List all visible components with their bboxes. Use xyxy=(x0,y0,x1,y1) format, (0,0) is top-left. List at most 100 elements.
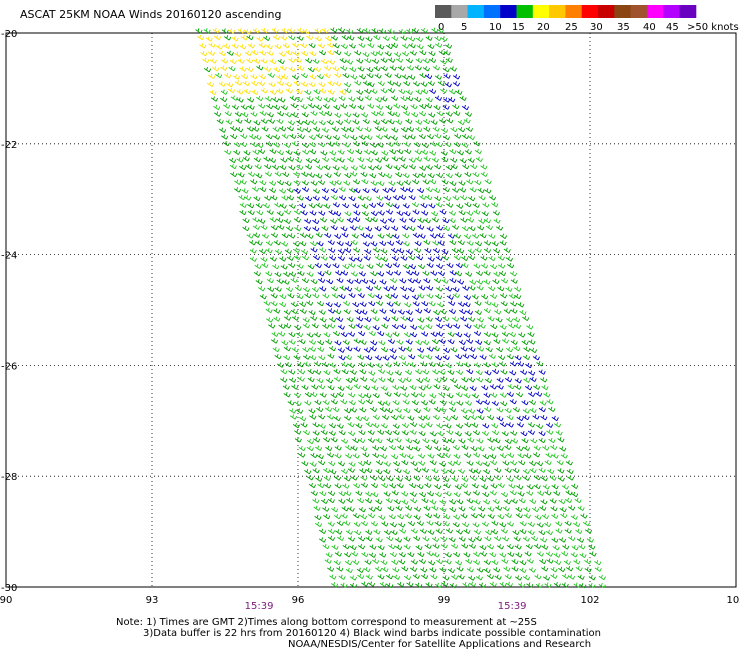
wind-barb xyxy=(346,278,354,284)
wind-barb xyxy=(560,512,568,519)
wind-barb xyxy=(495,225,504,231)
wind-barb xyxy=(496,407,504,413)
wind-barb xyxy=(302,142,310,148)
wind-barb xyxy=(306,34,314,40)
wind-barb xyxy=(313,332,322,338)
wind-barb xyxy=(242,80,250,87)
wind-barb xyxy=(570,514,578,520)
wind-barb xyxy=(403,536,411,542)
wind-barb xyxy=(336,277,344,283)
wind-barb xyxy=(383,468,391,475)
wind-barb xyxy=(431,27,439,33)
wind-barb xyxy=(407,126,415,132)
wind-barb xyxy=(491,520,499,526)
wind-barb xyxy=(421,467,429,473)
wind-barb xyxy=(276,88,284,94)
wind-barb xyxy=(377,574,385,580)
wind-barb xyxy=(224,149,232,155)
wind-barb xyxy=(449,277,457,284)
wind-barb xyxy=(461,225,470,232)
wind-barb xyxy=(387,377,395,383)
wind-barb xyxy=(388,444,397,451)
wind-barb xyxy=(409,421,418,427)
wind-barb xyxy=(461,385,469,391)
wind-barb xyxy=(440,468,449,474)
wind-barb xyxy=(327,535,336,541)
wind-barb xyxy=(444,141,452,148)
wind-barb xyxy=(326,452,335,458)
wind-barb xyxy=(361,415,370,422)
wind-barb xyxy=(345,286,353,292)
wind-barb xyxy=(455,332,463,338)
wind-barb xyxy=(522,575,531,581)
wind-barb xyxy=(468,581,477,587)
wind-barb xyxy=(287,120,296,126)
legend-swatch xyxy=(500,5,517,18)
wind-barb xyxy=(365,36,373,42)
wind-barb xyxy=(304,218,312,224)
wind-barb xyxy=(481,294,489,300)
wind-barb xyxy=(222,140,230,147)
wind-barb xyxy=(378,171,386,178)
wind-barb xyxy=(453,383,462,390)
wind-barb xyxy=(434,133,442,139)
wind-barb xyxy=(456,400,464,406)
wind-barb xyxy=(514,286,522,292)
wind-barb xyxy=(447,468,456,475)
wind-barb xyxy=(458,180,466,186)
wind-barb xyxy=(243,195,252,201)
wind-barb xyxy=(521,399,529,406)
wind-barb xyxy=(308,482,317,489)
legend-label: 45 xyxy=(666,22,679,33)
wind-barb xyxy=(365,421,373,428)
wind-barb xyxy=(231,36,239,42)
wind-barb xyxy=(374,226,382,232)
wind-barb xyxy=(330,35,339,41)
wind-barb xyxy=(375,499,383,505)
wind-barb xyxy=(372,392,380,399)
wind-barb xyxy=(401,74,410,80)
wind-barb xyxy=(292,247,301,253)
wind-barb xyxy=(259,50,267,56)
wind-barb xyxy=(318,141,326,148)
wind-barb xyxy=(296,35,304,41)
wind-barb xyxy=(288,66,296,72)
wind-barb xyxy=(352,559,360,565)
wind-barb xyxy=(408,354,416,360)
wind-barb xyxy=(242,225,250,232)
wind-barb xyxy=(505,581,514,587)
wind-barb xyxy=(375,469,383,475)
wind-barb xyxy=(439,309,447,315)
wind-barb xyxy=(364,195,372,202)
wind-barb xyxy=(353,338,361,344)
wind-barb xyxy=(557,468,565,474)
wind-barb xyxy=(263,156,271,162)
wind-barb xyxy=(392,331,400,337)
wind-barb xyxy=(394,370,402,376)
wind-barb xyxy=(431,505,439,511)
wind-barb xyxy=(472,429,481,436)
wind-barb xyxy=(483,279,491,285)
wind-barb xyxy=(355,415,363,422)
wind-barb xyxy=(514,293,522,300)
wind-barb xyxy=(357,497,365,504)
wind-barb xyxy=(475,575,484,581)
wind-barb xyxy=(422,58,430,64)
wind-barb xyxy=(377,210,385,216)
wind-barb xyxy=(294,285,302,292)
wind-barb xyxy=(412,438,421,445)
wind-barb xyxy=(491,559,499,565)
wind-barb xyxy=(468,377,476,383)
wind-barb xyxy=(327,89,335,95)
wind-barb xyxy=(493,567,501,573)
legend-label: 20 xyxy=(537,22,550,33)
wind-barb xyxy=(221,134,229,140)
wind-barb xyxy=(385,573,394,580)
wind-barb xyxy=(247,43,256,49)
wind-barb xyxy=(460,217,468,223)
wind-barb xyxy=(414,149,422,155)
wind-barb xyxy=(323,475,331,481)
wind-barb xyxy=(332,66,340,72)
wind-barb xyxy=(288,339,296,345)
wind-barb xyxy=(412,209,420,215)
